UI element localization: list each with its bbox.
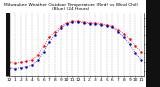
Text: Milwaukee Weather Outdoor Temperature (Red) vs Wind Chill (Blue) (24 Hours): Milwaukee Weather Outdoor Temperature (R… bbox=[4, 3, 137, 11]
Bar bbox=[6, 13, 9, 76]
